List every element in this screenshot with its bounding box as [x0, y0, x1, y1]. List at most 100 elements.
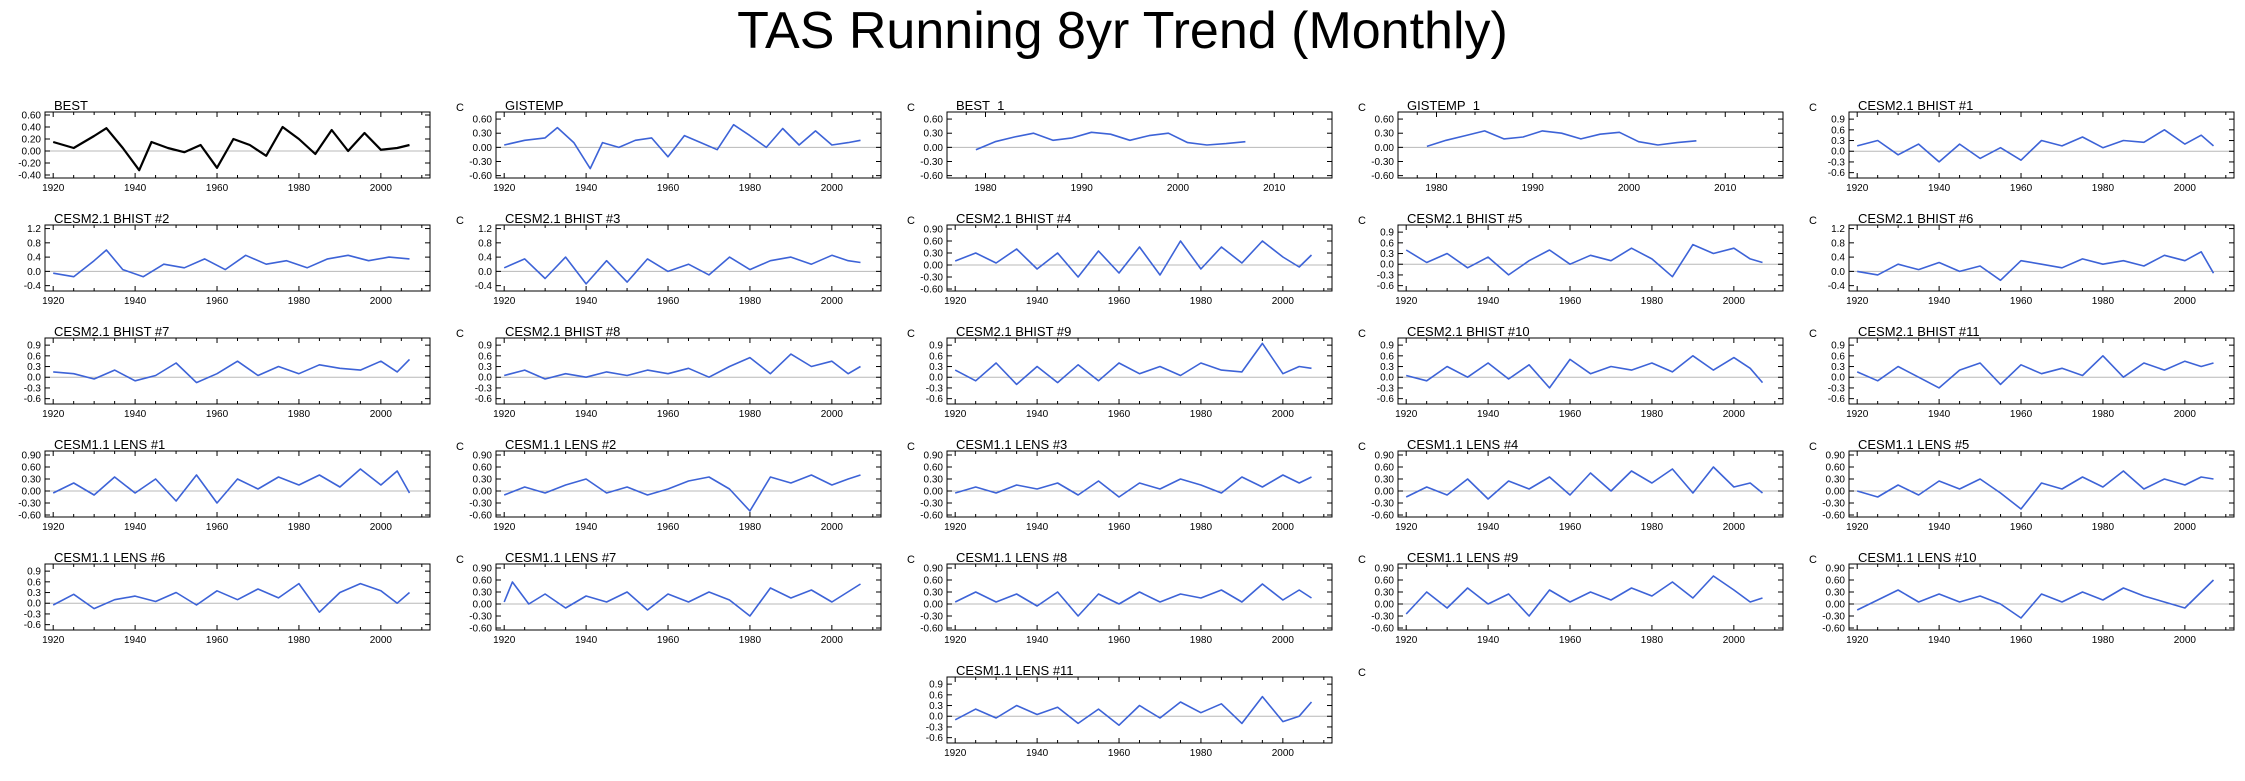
y-tick-label: 0.8: [27, 238, 41, 249]
x-tick-label: 1920: [1846, 183, 1869, 194]
x-tick-label: 2000: [821, 296, 844, 307]
axis-frame: [495, 111, 882, 179]
x-tick-label: 1990: [1522, 183, 1545, 194]
chart-panel: CESM1.1 LENS #8 C 1920 1940 1960 1980 2000 0.90…: [920, 550, 1384, 668]
series-line: [1426, 130, 1697, 148]
panel-unit: C: [456, 328, 464, 340]
x-tick-label: 1960: [657, 635, 680, 646]
series-line: [954, 695, 1313, 727]
axis-frame: [946, 450, 1333, 518]
x-tick-label: 1960: [657, 296, 680, 307]
x-tick-label: 2000: [370, 409, 393, 420]
axis-frame: [44, 224, 431, 292]
panel-title: CESM2.1 BHIST #3: [505, 211, 621, 226]
panel-plot: 1920 1940 1960 1980 2000 0.90.60.30.0-0.3-0.6: [926, 337, 1333, 420]
chart-panel: CESM2.1 BHIST #2 C 1920 1940 1960 1980 2000 1.2…: [24, 212, 482, 329]
y-tick-label: 0.60: [22, 111, 42, 122]
series-line: [52, 125, 410, 172]
y-tick-label: 0.3: [1831, 136, 1845, 147]
chart-panel: GISTEMP_1 C 1980 1990 2000 2010 0.60 0.30 0.00 -0…: [1371, 99, 1835, 216]
y-tick-label: -0.3: [926, 383, 944, 394]
chart-panel: BEST_1 C 1980 1990 2000 2010 0.60 0.30 0.00 -0.30…: [920, 99, 1384, 216]
x-tick-label: 2000: [1272, 409, 1295, 420]
panel-plot: 1920 1940 1960 1980 2000 0.90.60.30.0-0.3-0.6: [1377, 337, 1784, 420]
panel-title: CESM1.1 LENS #7: [505, 550, 617, 565]
y-tick-label: -0.30: [920, 273, 943, 284]
panel-title: CESM2.1 BHIST #6: [1858, 211, 1974, 226]
x-tick-label: 1920: [42, 409, 65, 420]
x-tick-label: 1960: [2010, 409, 2033, 420]
x-tick-label: 2000: [1723, 635, 1746, 646]
y-tick-label: 0.6: [27, 351, 41, 362]
panel-plot: 1920 1940 1960 1980 2000 0.90.60.30.0-0.3-0.6: [475, 337, 882, 420]
y-tick-label: -0.20: [18, 159, 41, 170]
series-line: [1856, 579, 2215, 619]
panel-unit: C: [907, 328, 915, 340]
x-tick-label: 1940: [124, 296, 147, 307]
y-tick-label: -0.40: [18, 171, 41, 182]
x-tick-label: 1940: [1477, 522, 1500, 533]
y-tick-label: 0.00: [924, 600, 944, 611]
y-tick-label: 0.90: [1826, 564, 1846, 575]
x-tick-label: 1920: [1846, 522, 1869, 533]
x-tick-label: 1940: [1026, 409, 1049, 420]
y-tick-label: 0.60: [22, 463, 42, 474]
y-tick-label: 0.60: [924, 463, 944, 474]
x-tick-label: 1940: [575, 635, 598, 646]
y-tick-label: 0.9: [478, 341, 492, 352]
x-tick-label: 1960: [1559, 635, 1582, 646]
series-line: [954, 240, 1313, 278]
x-tick-label: 1920: [944, 635, 967, 646]
x-tick-label: 1960: [2010, 635, 2033, 646]
x-tick-label: 2000: [370, 183, 393, 194]
x-tick-label: 2000: [370, 522, 393, 533]
panel-plot: 1920 1940 1960 1980 2000 0.90.60.30.0-0.3-0.6: [24, 563, 431, 646]
x-tick-label: 2000: [1618, 183, 1641, 194]
y-tick-label: 0.00: [924, 261, 944, 272]
x-tick-label: 1920: [944, 522, 967, 533]
axis-frame: [1397, 224, 1784, 292]
y-tick-label: 0.4: [27, 253, 41, 264]
series-line: [503, 254, 861, 285]
panel-title: CESM2.1 BHIST #5: [1407, 211, 1523, 226]
y-tick-label: -0.60: [1822, 624, 1845, 635]
panel-title: CESM2.1 BHIST #4: [956, 211, 1072, 226]
y-tick-label: -0.6: [475, 394, 493, 405]
y-tick-label: -0.30: [1371, 499, 1394, 510]
x-tick-label: 1920: [42, 522, 65, 533]
axis-frame: [946, 563, 1333, 631]
series-line: [954, 474, 1312, 498]
chart-panel: CESM2.1 BHIST #6C192019401960198020001.2…: [1828, 211, 2245, 329]
y-tick-label: 0.0: [27, 267, 41, 278]
y-tick-label: -0.60: [920, 624, 943, 635]
x-tick-label: 2000: [370, 296, 393, 307]
y-tick-label: -0.60: [469, 511, 492, 522]
series-line: [53, 249, 410, 278]
chart-panel: CESM2.1 BHIST #11C192019401960198020000.…: [1828, 325, 2245, 442]
panel-title: CESM1.1 LENS #1: [54, 437, 166, 452]
series-line: [1856, 470, 2214, 510]
x-tick-label: 1940: [575, 183, 598, 194]
y-tick-label: -0.30: [1371, 612, 1394, 623]
x-tick-label: 1960: [206, 296, 229, 307]
y-tick-label: 0.9: [1831, 341, 1845, 352]
x-tick-label: 1960: [657, 183, 680, 194]
y-tick-label: 0.3: [929, 701, 943, 712]
panel-title: CESM1.1 LENS #8: [956, 550, 1068, 565]
y-tick-label: 0.00: [22, 147, 42, 158]
panel-plot: 1920 1940 1960 1980 2000 0.900.600.300.00-0.3…: [1371, 563, 1784, 646]
y-tick-label: -0.30: [1822, 499, 1845, 510]
x-tick-label: 1940: [1928, 522, 1951, 533]
y-tick-label: 0.60: [473, 576, 493, 587]
y-tick-label: -0.3: [24, 383, 42, 394]
panel-plot: 1920 1940 1960 1980 2000 0.900.600.300.00-0.3…: [1371, 450, 1784, 533]
y-tick-label: 0.9: [27, 567, 41, 578]
panel-plot: 1920 1940 1960 1980 2000 0.900.600.300.00-0.3…: [469, 563, 882, 646]
x-tick-label: 1980: [739, 409, 762, 420]
y-tick-label: 0.30: [1375, 588, 1395, 599]
axis-frame: [1397, 450, 1784, 518]
x-tick-label: 1960: [2010, 183, 2033, 194]
panel-unit: C: [1809, 554, 1817, 566]
panel-title: CESM2.1 BHIST #8: [505, 324, 621, 339]
